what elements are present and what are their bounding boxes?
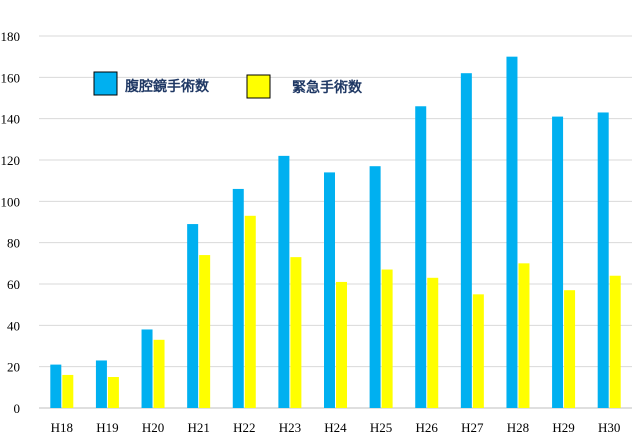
bars [50,56,621,409]
y-tick-label: 60 [7,277,20,292]
bar-emergency-h25 [381,269,393,408]
y-tick-label: 0 [14,401,21,416]
y-tick-label: 120 [1,153,21,168]
y-tick-label: 40 [7,318,20,333]
bar-laparoscopic-h25 [369,166,381,408]
legend: 腹腔鏡手術数 緊急手術数 [93,71,363,99]
bar-emergency-h30 [609,275,621,408]
bar-laparoscopic-h23 [278,155,290,408]
x-tick-label: H19 [96,420,118,433]
y-tick-label: 20 [7,360,20,375]
bar-laparoscopic-h21 [187,224,199,408]
x-tick-label: H25 [370,420,392,433]
y-tick-label: 140 [1,112,21,127]
y-tick-label: 80 [7,236,20,251]
bar-emergency-h23 [290,257,302,408]
x-tick-label: H27 [461,420,484,433]
bar-emergency-h28 [518,263,530,408]
gridlines [39,35,632,409]
x-tick-label: H23 [279,420,301,433]
legend-swatch-laparoscopic [93,71,118,96]
x-axis: H18 H19 H20 H21 H22 H23 H24 H25 H26 H27 H28 H29 H30 [51,420,621,433]
bar-laparoscopic-h29 [552,116,564,408]
bar-emergency-h26 [427,277,439,408]
x-tick-label: H28 [507,420,529,433]
bar-laparoscopic-h27 [460,73,472,408]
bar-laparoscopic-h26 [415,106,427,409]
bar-emergency-h20 [153,339,165,408]
bar-laparoscopic-h19 [95,360,107,408]
y-tick-label: 100 [1,194,21,209]
x-tick-label: H26 [416,420,439,433]
x-tick-label: H21 [187,420,209,433]
bar-emergency-h29 [564,290,576,408]
bar-laparoscopic-h30 [597,112,609,408]
y-tick-label: 180 [1,29,21,44]
bar-laparoscopic-h28 [506,56,518,409]
bar-emergency-h27 [472,294,484,408]
bar-emergency-h21 [199,255,211,408]
bar-emergency-h18 [62,374,74,408]
bar-emergency-h24 [336,281,347,408]
x-tick-label: H22 [233,420,255,433]
bar-laparoscopic-h24 [324,172,335,408]
x-tick-label: H18 [51,420,73,433]
bar-emergency-h19 [107,377,119,408]
legend-swatch-emergency [246,74,271,99]
bar-emergency-h22 [244,215,256,408]
y-axis: 0 20 40 60 80 100 120 140 160 180 [1,29,21,416]
x-tick-label: H29 [552,420,574,433]
bar-laparoscopic-h22 [232,188,244,408]
legend-label-laparoscopic: 腹腔鏡手術数 [125,78,210,95]
bar-laparoscopic-h18 [50,364,62,408]
x-tick-label: H20 [142,420,164,433]
legend-label-emergency: 緊急手術数 [292,79,363,96]
bar-laparoscopic-h20 [141,329,153,408]
y-tick-label: 160 [1,70,21,85]
x-tick-label: H30 [598,420,620,433]
x-tick-label: H24 [324,420,347,433]
